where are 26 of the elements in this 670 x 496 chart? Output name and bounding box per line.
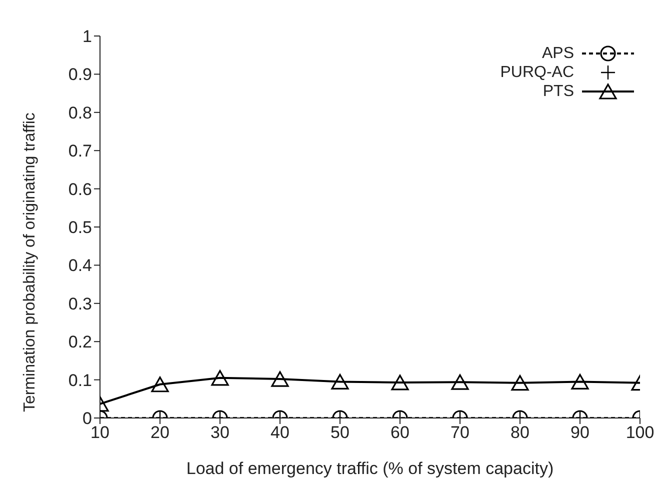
x-axis-title: Load of emergency traffic (% of system capacity)	[186, 459, 554, 478]
x-tick-label: 10	[90, 423, 110, 442]
x-tick-label: 70	[450, 423, 470, 442]
y-tick-label: 1	[82, 27, 92, 46]
y-tick-label: 0.8	[68, 103, 92, 122]
y-tick-label: 0.5	[68, 218, 92, 238]
y-tick-label: 0.3	[68, 294, 92, 314]
y-tick-label: 0.9	[68, 65, 92, 84]
legend-label: PTS	[542, 82, 574, 100]
x-tick-label: 40	[270, 423, 290, 442]
legend-label: PURQ-AC	[500, 64, 574, 82]
x-tick-label: 60	[390, 423, 410, 442]
legend-label: APS	[542, 44, 574, 62]
y-tick-label: 0.1	[68, 370, 92, 390]
y-tick-label: 0	[82, 409, 92, 428]
x-tick-label: 30	[210, 423, 230, 442]
x-tick-label: 80	[510, 423, 530, 442]
y-tick-label: 0.4	[68, 256, 92, 276]
x-tick-label: 90	[570, 423, 590, 442]
x-tick-label: 50	[330, 423, 350, 442]
y-tick-label: 0.7	[68, 142, 92, 161]
y-tick-label: 0.6	[68, 180, 92, 199]
x-tick-label: 100	[626, 423, 654, 442]
y-axis-title: Termination probability of originating traffic	[22, 112, 39, 412]
x-tick-label: 20	[150, 423, 170, 442]
y-tick-label: 0.2	[68, 332, 92, 352]
